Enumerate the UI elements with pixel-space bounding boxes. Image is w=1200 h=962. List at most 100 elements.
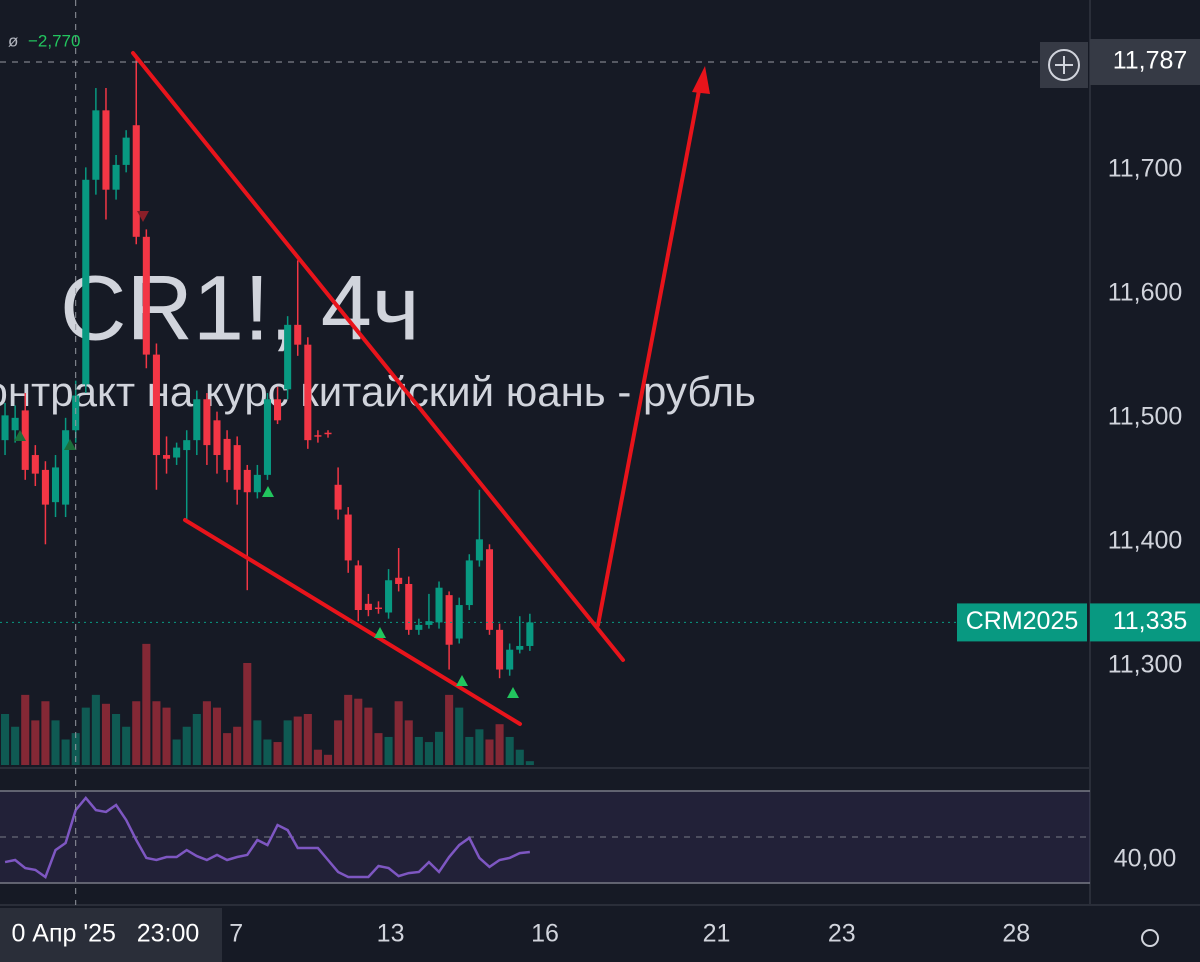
candle-body xyxy=(324,432,332,435)
candle-body xyxy=(1,415,9,441)
volume-bar xyxy=(323,754,333,765)
crosshair-time-bg xyxy=(0,908,222,962)
volume-bar xyxy=(182,726,191,765)
candle-body xyxy=(405,583,413,630)
settings-button[interactable] xyxy=(1141,929,1159,947)
candle-body xyxy=(385,580,393,613)
watermark-subtitle: Контракт на курс китайский юань - рубль xyxy=(0,368,756,415)
volume-bar xyxy=(334,720,343,765)
volume-bar xyxy=(1,714,10,765)
symbol-label: CRM2025 xyxy=(966,607,1079,635)
volume-bar xyxy=(495,724,504,765)
candle-body xyxy=(203,399,211,446)
volume-bar xyxy=(525,761,534,765)
volume-bar xyxy=(485,739,494,765)
volume-bar xyxy=(101,703,111,765)
volume-bar xyxy=(263,739,272,765)
crosshair-time-label: 23:00 xyxy=(137,920,200,948)
candle-body xyxy=(173,447,181,458)
candle-body xyxy=(344,514,352,561)
volume-bar xyxy=(172,739,181,765)
volume-bar xyxy=(384,736,393,765)
candle-body xyxy=(526,622,534,646)
last-price-label-bg xyxy=(1090,603,1200,642)
candle-body xyxy=(233,445,241,490)
candle-body xyxy=(51,467,60,503)
candle-body xyxy=(274,399,282,421)
symbol-label-bg xyxy=(957,603,1087,642)
y-tick-label: 11,500 xyxy=(1108,402,1183,430)
candle-body xyxy=(374,607,383,610)
signal-up xyxy=(507,687,519,698)
volume-bar xyxy=(21,694,30,765)
candle-body xyxy=(31,455,39,474)
candle-body xyxy=(465,560,473,606)
arrow-head xyxy=(692,66,710,94)
legend-symbol: ø xyxy=(8,31,18,50)
volume-bar xyxy=(162,707,171,765)
candle-body xyxy=(253,474,261,493)
candle-body xyxy=(41,469,49,505)
candle-body xyxy=(213,420,221,456)
crosshair-date-label: 0 Апр '25 xyxy=(11,920,116,948)
add-icon[interactable] xyxy=(1048,49,1080,81)
candle-body xyxy=(485,549,494,630)
volume-bar xyxy=(132,701,141,765)
candle-body xyxy=(243,469,251,493)
y-tick-label: 11,400 xyxy=(1108,526,1183,554)
x-tick-label: 7 xyxy=(229,920,243,948)
candle-body xyxy=(496,629,504,670)
volume-bar xyxy=(434,731,444,765)
volume-bar xyxy=(233,726,242,765)
candle-body xyxy=(263,399,271,475)
candle-body xyxy=(284,324,292,390)
rsi-tick-label: 40,00 xyxy=(1114,845,1177,873)
volume-bar xyxy=(192,714,201,765)
crosshair-price-label: 11,787 xyxy=(1113,47,1188,75)
signal-up xyxy=(64,439,76,450)
signal-up xyxy=(374,627,386,638)
volume-bar xyxy=(374,733,383,765)
rsi-line xyxy=(4,795,531,879)
signal-down xyxy=(137,211,149,222)
add-icon-plus[interactable] xyxy=(1055,56,1073,74)
candle-body xyxy=(425,621,433,625)
candle-body xyxy=(82,179,90,385)
volume-bar xyxy=(344,694,353,765)
candle-body xyxy=(314,435,322,437)
candle-body xyxy=(112,164,120,190)
volume-bar xyxy=(253,720,262,765)
volume-bar xyxy=(112,714,121,765)
candle-body xyxy=(516,645,524,650)
candle-body xyxy=(102,110,110,190)
volume-bar xyxy=(313,749,322,765)
settings-icon[interactable] xyxy=(1141,929,1159,947)
y-tick-label: 11,600 xyxy=(1108,278,1183,306)
candle-body xyxy=(223,438,231,470)
candle-body xyxy=(162,455,171,459)
x-tick-label: 16 xyxy=(531,920,559,948)
last-price-label: 11,335 xyxy=(1113,607,1188,635)
add-button[interactable] xyxy=(1040,42,1088,88)
volume-bar xyxy=(354,698,363,765)
volume-bar xyxy=(515,749,524,765)
signal-up xyxy=(456,675,468,686)
candle-body xyxy=(183,440,191,451)
candle-body xyxy=(475,539,483,561)
volume-bar xyxy=(81,707,90,765)
x-tick-label: 21 xyxy=(703,920,731,948)
volume-bar xyxy=(445,694,454,765)
volume-bar xyxy=(424,742,433,765)
candle-body xyxy=(395,577,403,584)
candle-body xyxy=(334,484,342,510)
volume-bar xyxy=(455,707,464,765)
candle-body xyxy=(435,587,443,623)
volume-bar xyxy=(122,726,131,765)
candle-body xyxy=(364,603,372,611)
volume-bar xyxy=(11,726,20,765)
volume-bar xyxy=(51,720,60,765)
